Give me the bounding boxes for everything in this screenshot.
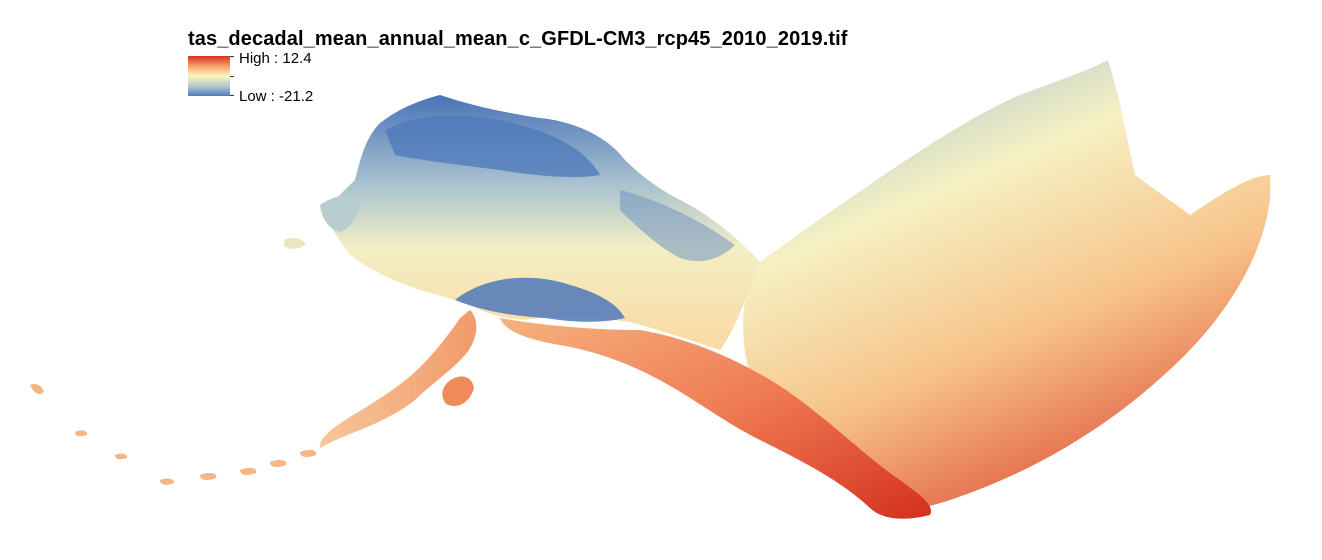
color-ramp — [188, 56, 230, 96]
canada-sector — [743, 60, 1271, 511]
legend-tick-high — [230, 56, 234, 57]
alaska-range-cold — [455, 277, 625, 322]
brooks-range-cold — [385, 115, 600, 178]
southern-coast — [500, 318, 931, 519]
kodiak-island — [442, 376, 474, 407]
aleutian-islands — [30, 383, 317, 485]
yukon-cold — [620, 190, 735, 262]
legend-low-label: Low : -21.2 — [239, 88, 314, 105]
legend-tick-low — [230, 95, 234, 96]
alaska-peninsula — [319, 310, 477, 448]
map-legend: High : 12.4 Low : -21.2 — [188, 50, 348, 106]
map-title: tas_decadal_mean_annual_mean_c_GFDL-CM3_… — [188, 28, 848, 50]
legend-high-label: High : 12.4 — [239, 50, 312, 67]
st-lawrence-island — [284, 237, 306, 249]
seward-peninsula — [320, 194, 362, 232]
legend-tick-mid — [230, 76, 234, 77]
